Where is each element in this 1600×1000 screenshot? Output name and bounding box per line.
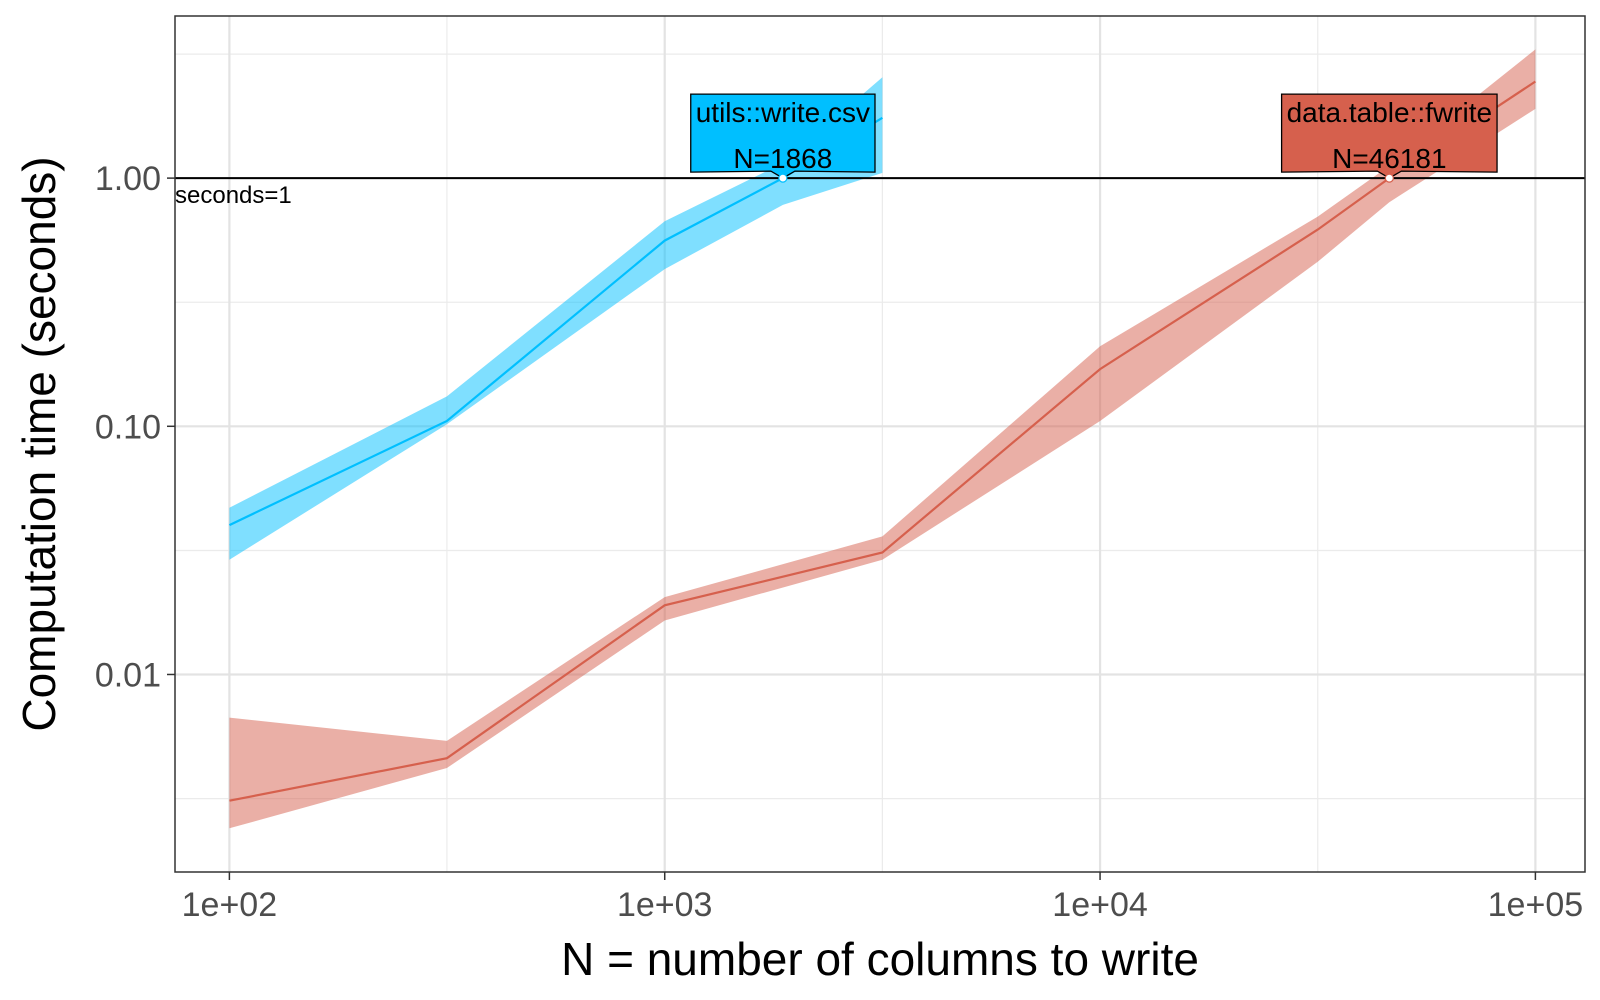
callout-line1: utils::write.csv [696, 97, 870, 128]
x-tick-label: 1e+04 [1052, 886, 1148, 924]
confidence-band [229, 77, 883, 560]
confidence-band [229, 49, 1536, 829]
callout-box [690, 93, 876, 179]
x-axis: 1e+02 1e+03 1e+04 1e+05 [182, 872, 1584, 924]
y-tick-label: 1.00 [95, 160, 161, 198]
plot-border [174, 15, 1586, 873]
y-tick-label: 0.10 [95, 408, 161, 446]
crossing-point [778, 173, 788, 183]
crossing-point [1384, 173, 1394, 183]
plot-reference: seconds=1 [175, 177, 1585, 209]
x-tick-label: 1e+03 [617, 886, 713, 924]
series-line [229, 80, 1537, 802]
y-axis: 0.01 0.10 1.00 [95, 160, 175, 694]
y-axis-title: Computation time (seconds) [13, 156, 65, 731]
y-tick-label: 0.01 [95, 656, 161, 694]
x-tick-label: 1e+05 [1488, 886, 1584, 924]
callout-line2: N=1868 [733, 143, 832, 174]
reference-line-label: seconds=1 [175, 182, 292, 209]
callout-line1: data.table::fwrite [1287, 97, 1492, 128]
x-tick-label: 1e+02 [182, 886, 278, 924]
callout-line2: N=46181 [1332, 143, 1446, 174]
callout-box [1280, 93, 1498, 179]
x-axis-title: N = number of columns to write [561, 933, 1199, 985]
